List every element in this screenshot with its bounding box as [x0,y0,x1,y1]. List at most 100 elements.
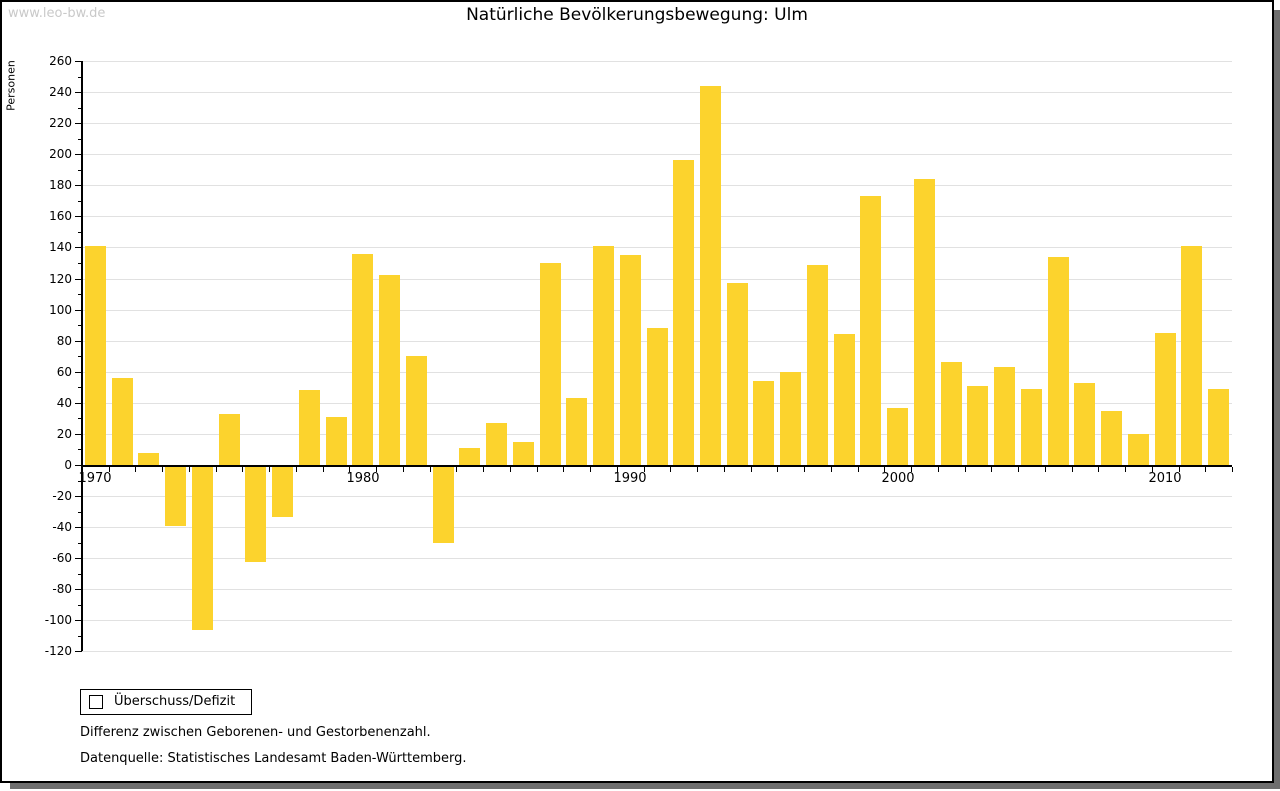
y-major-tick [75,61,82,62]
bar-2007 [1074,383,1095,465]
y-minor-tick [78,418,82,419]
y-tick-label: 100 [49,303,72,317]
x-tick [82,467,83,472]
y-minor-tick [78,605,82,606]
bar-1973 [165,467,186,526]
chart-title: Natürliche Bevölkerungsbewegung: Ulm [466,5,808,25]
y-major-tick [75,496,82,497]
x-tick [911,467,912,472]
bar-1987 [540,263,561,465]
bar-1972 [138,453,159,465]
y-minor-tick [78,543,82,544]
legend-color-swatch [89,695,103,709]
bar-2002 [941,362,962,465]
y-minor-tick [78,356,82,357]
gridline [82,154,1232,155]
x-tick [296,467,297,472]
y-major-tick [75,403,82,404]
y-major-tick [75,185,82,186]
chart-description: Differenz zwischen Geborenen- und Gestor… [80,725,431,740]
bar-1980 [352,254,373,465]
x-tick [670,467,671,472]
bar-2005 [1021,389,1042,465]
y-tick-label: -20 [52,489,72,503]
x-tick [510,467,511,472]
x-tick [216,467,217,472]
gridline [82,558,1232,559]
y-major-tick [75,123,82,124]
watermark: www.leo-bw.de [8,6,106,21]
y-minor-tick [78,139,82,140]
y-major-tick [75,279,82,280]
y-tick-label: 20 [56,427,72,441]
y-tick-label: 60 [56,365,72,379]
x-tick [590,467,591,472]
bar-1997 [807,265,828,465]
y-major-tick [75,589,82,590]
y-minor-tick [78,263,82,264]
bar-1983 [433,467,454,543]
y-tick-label: -120 [44,644,72,658]
y-tick-label: -40 [52,520,72,534]
y-minor-tick [78,325,82,326]
x-tick [456,467,457,472]
bar-1985 [486,423,507,465]
legend-label: Überschuss/Defizit [114,694,236,709]
y-tick-label: 0 [64,458,72,472]
gridline [82,527,1232,528]
gridline [82,185,1232,186]
y-major-tick [75,247,82,248]
bar-2006 [1048,257,1069,465]
x-tick-label-1970: 1970 [78,471,112,486]
x-tick [269,467,270,472]
x-tick [697,467,698,472]
y-major-tick [75,310,82,311]
x-tick [831,467,832,472]
x-tick [751,467,752,472]
y-axis-title: Personen [4,60,18,111]
y-major-tick [75,434,82,435]
y-minor-tick [78,201,82,202]
y-major-tick [75,341,82,342]
gridline [82,651,1232,652]
x-tick [804,467,805,472]
x-tick-label-2010: 2010 [1148,471,1182,486]
x-tick [430,467,431,472]
x-tick [376,467,377,472]
bar-1975 [219,414,240,465]
gridline [82,216,1232,217]
y-tick-label: 40 [56,396,72,410]
y-major-tick [75,154,82,155]
gridline [82,123,1232,124]
y-tick-label: 160 [49,209,72,223]
x-tick [1098,467,1099,472]
x-tick [1045,467,1046,472]
bar-1981 [379,275,400,465]
y-tick-label: 260 [49,54,72,68]
bar-2010 [1155,333,1176,465]
bar-1998 [834,334,855,465]
bar-1991 [647,328,668,465]
y-minor-tick [78,481,82,482]
x-tick [242,467,243,472]
y-minor-tick [78,636,82,637]
x-tick [965,467,966,472]
y-major-tick [75,558,82,559]
y-major-tick [75,651,82,652]
y-tick-label: 240 [49,85,72,99]
y-minor-tick [78,77,82,78]
bar-1999 [860,196,881,465]
x-tick [1018,467,1019,472]
x-tick [563,467,564,472]
y-minor-tick [78,170,82,171]
x-tick-label-1980: 1980 [346,471,380,486]
x-tick [403,467,404,472]
x-tick [1232,467,1233,472]
bar-2001 [914,179,935,465]
bar-1996 [780,372,801,465]
x-tick [991,467,992,472]
bar-1994 [727,283,748,465]
gridline [82,247,1232,248]
